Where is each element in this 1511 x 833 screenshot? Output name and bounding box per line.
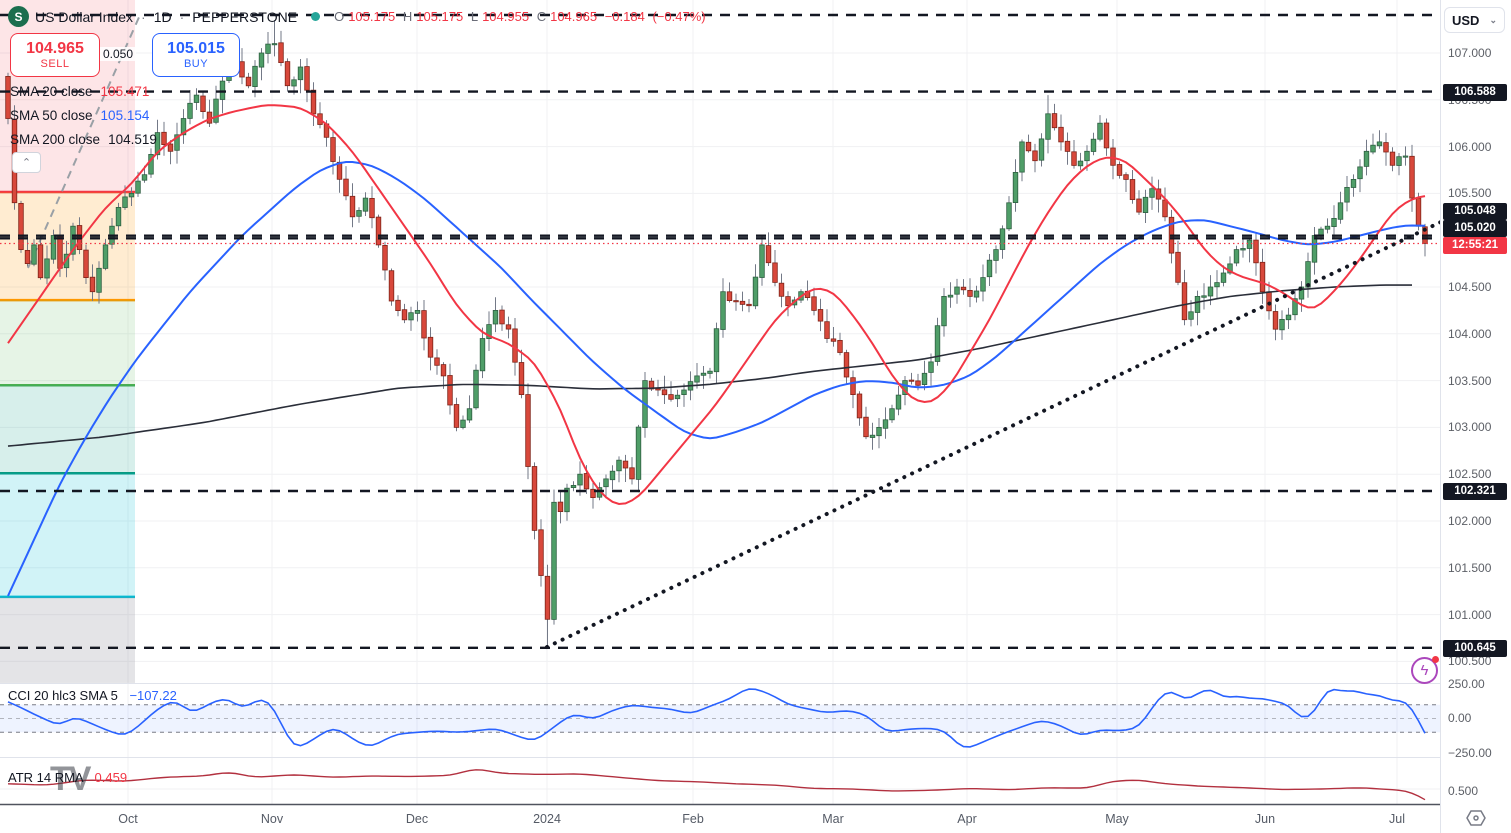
- price-tick-label: 103.500: [1448, 373, 1492, 388]
- price-tick-label: 101.500: [1448, 560, 1492, 575]
- left-zone-band: [0, 300, 135, 386]
- sma200-value: 104.519: [108, 132, 157, 147]
- price-level-badge: 100.645: [1443, 639, 1507, 657]
- time-axis-label: Dec: [405, 812, 429, 826]
- left-zone-band: [0, 596, 135, 683]
- cci-tick-label: −250.00: [1448, 746, 1492, 760]
- change-value: −0.184: [604, 9, 645, 24]
- price-tick-label: 100.500: [1448, 654, 1492, 669]
- chevron-down-icon: ⌄: [1489, 14, 1497, 25]
- sma20-value: 105.471: [100, 84, 150, 99]
- symbol-logo: S: [8, 6, 29, 27]
- price-level-badge: 105.020: [1443, 219, 1507, 237]
- left-zone-band: [0, 473, 135, 597]
- sma50-line[interactable]: [7, 161, 1426, 597]
- time-axis-label: Apr: [957, 812, 977, 826]
- interval-label: 1D: [153, 8, 172, 25]
- price-tick-label: 102.500: [1448, 467, 1492, 482]
- time-axis-label: 2024: [533, 812, 561, 826]
- price-tick-label: 103.000: [1448, 420, 1492, 435]
- time-axis-label: May: [1105, 812, 1129, 826]
- sma20-legend-row[interactable]: SMA 20 close 105.471: [10, 84, 150, 99]
- chevron-up-icon: ⌃: [21, 157, 32, 169]
- currency-dropdown[interactable]: USD ⌄: [1444, 7, 1505, 33]
- sma50-legend-row[interactable]: SMA 50 close 105.154: [10, 108, 150, 123]
- countdown-badge: 12:55:21: [1443, 236, 1507, 254]
- sell-button[interactable]: 104.965 SELL: [10, 33, 100, 77]
- price-tick-label: 106.000: [1448, 139, 1492, 154]
- time-axis-label: Jun: [1254, 812, 1276, 826]
- tradingview-watermark: TV: [50, 760, 91, 798]
- buy-button[interactable]: 105.015 BUY: [152, 33, 240, 77]
- sma200-legend-row[interactable]: SMA 200 close 104.519: [10, 132, 157, 147]
- price-tick-label: 104.000: [1448, 326, 1492, 341]
- symbol-legend[interactable]: S US Dollar Index · 1D · PEPPERSTONE O 10…: [8, 6, 710, 27]
- spread-value: 0.050: [100, 47, 137, 61]
- ohlc-readout: O 105.175 H 105.175 L 104.955 C 104.965 −0.1…: [334, 9, 706, 24]
- symbol-name: US Dollar Index: [35, 8, 134, 25]
- price-level-badge: 102.321: [1443, 482, 1507, 500]
- notification-dot: [1432, 656, 1439, 663]
- cci-tick-label: 0.00: [1448, 711, 1472, 725]
- cci-line[interactable]: [7, 688, 1426, 748]
- atr-line[interactable]: [7, 769, 1426, 801]
- time-axis-label: Jul: [1389, 812, 1405, 826]
- low-value: 104.955: [482, 9, 530, 24]
- price-tick-label: 101.000: [1448, 607, 1492, 622]
- cci-tick-label: 250.00: [1448, 677, 1485, 691]
- atr-value: 0.459: [94, 770, 128, 785]
- price-tick-label: 102.000: [1448, 514, 1492, 528]
- change-pct-value: (−0.47%): [652, 9, 706, 24]
- atr-legend-row[interactable]: ATR 14 RMA 0.459: [8, 770, 128, 785]
- high-value: 105.175: [416, 9, 464, 24]
- price-tick-label: 104.500: [1448, 280, 1492, 294]
- candlestick-series: [5, 20, 1428, 647]
- price-tick-label: 107.000: [1448, 46, 1492, 60]
- support-trendline[interactable]: [545, 219, 1445, 649]
- open-value: 105.175: [348, 9, 396, 24]
- sma20-line[interactable]: [7, 104, 1426, 506]
- cci-legend-row[interactable]: CCI 20 hlc3 SMA 5 −107.22: [8, 688, 177, 703]
- time-axis-label: Nov: [260, 812, 284, 826]
- time-axis-label: Mar: [822, 812, 844, 826]
- price-tick-label: 105.500: [1448, 186, 1492, 201]
- sma50-value: 105.154: [100, 108, 150, 123]
- sma200-line[interactable]: [7, 284, 1412, 447]
- price-level-badge: 106.588: [1443, 83, 1507, 101]
- cci-value: −107.22: [129, 688, 177, 703]
- left-zone-band: [0, 385, 135, 474]
- market-status-icon[interactable]: [311, 12, 321, 21]
- atr-tick-label: 0.500: [1448, 784, 1479, 798]
- price-axis[interactable]: USD ⌄ 107.000106.500106.000105.500104.50…: [1441, 0, 1511, 833]
- exchange-label: PEPPERSTONE: [192, 8, 298, 25]
- collapse-legend-button[interactable]: ⌃: [12, 152, 41, 173]
- price-level-badge: 105.048: [1443, 202, 1507, 220]
- time-axis-label: Feb: [682, 812, 704, 826]
- time-axis-label: Oct: [118, 812, 138, 826]
- close-value: 104.965: [550, 9, 598, 24]
